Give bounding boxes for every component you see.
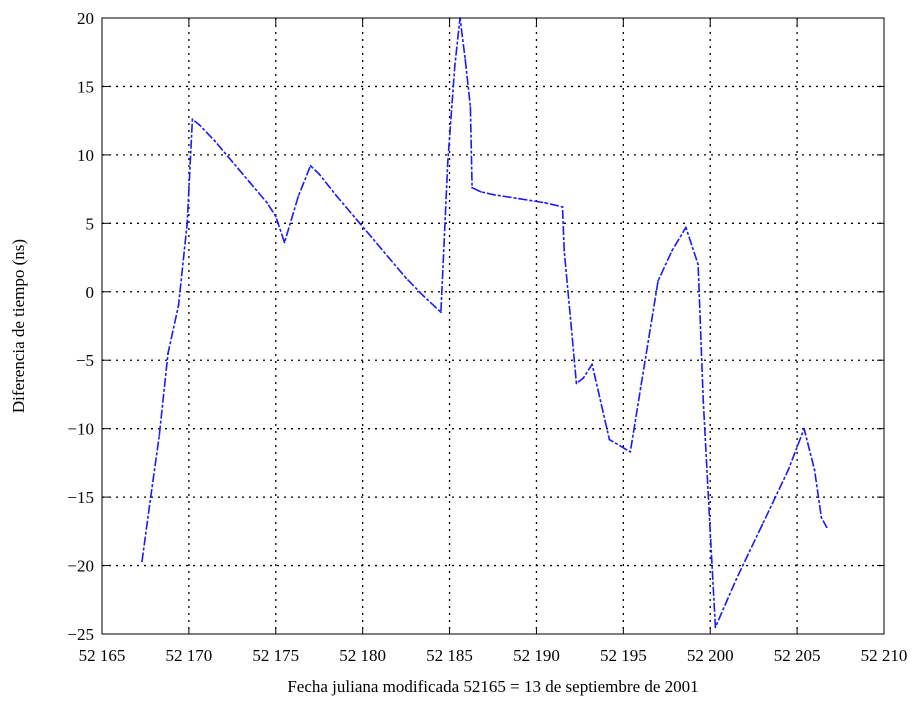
y-tick-label: 0 (86, 283, 95, 302)
data-point (469, 106, 472, 108)
data-point (446, 160, 449, 163)
data-point (464, 58, 467, 60)
data-point (563, 249, 566, 252)
y-tick-label: −5 (76, 351, 94, 370)
data-point (191, 118, 194, 121)
data-point (735, 578, 738, 581)
data-point (318, 173, 321, 176)
x-tick-label: 52 180 (339, 646, 386, 665)
x-tick-label: 52 195 (600, 646, 647, 665)
data-point (186, 222, 189, 225)
series-line (141, 17, 828, 629)
x-tick-label: 52 165 (79, 646, 126, 665)
data-point (453, 65, 456, 67)
data-point (274, 215, 277, 218)
data-point (685, 226, 687, 229)
data-point (405, 277, 407, 279)
data-point (387, 256, 390, 259)
data-point (787, 468, 790, 471)
data-point (471, 186, 473, 189)
data-point (214, 140, 216, 143)
data-point (141, 560, 143, 563)
data-point (422, 295, 425, 297)
data-point (370, 236, 373, 238)
x-tick-label: 52 185 (426, 646, 473, 665)
data-point (825, 526, 828, 529)
y-tick-label: −20 (67, 557, 94, 576)
data-point (167, 352, 169, 355)
x-tick-label: 52 170 (166, 646, 213, 665)
x-tick-label: 52 190 (513, 646, 560, 665)
data-point (479, 190, 482, 193)
data-point (231, 160, 234, 163)
x-tick-label: 52 205 (774, 646, 821, 665)
plot-area-frame (101, 17, 885, 635)
y-tick-label: 5 (86, 214, 95, 233)
data-point (657, 279, 659, 282)
data-point (820, 516, 823, 519)
data-point (570, 325, 573, 327)
x-tick-label: 52 200 (687, 646, 734, 665)
data-point (335, 195, 338, 197)
data-point (591, 363, 593, 366)
data-point (803, 427, 805, 430)
y-tick-label: 10 (77, 146, 94, 165)
data-point (518, 197, 520, 200)
data-point (702, 400, 705, 403)
data-point (309, 164, 312, 167)
y-tick-label: 15 (77, 77, 94, 96)
data-point (582, 377, 585, 379)
y-tick-label: 20 (77, 9, 94, 28)
data-point (158, 434, 161, 437)
data-point (709, 530, 712, 533)
data-point (177, 304, 180, 307)
y-axis-label: Diferencia de tiempo (ns) (9, 239, 28, 413)
data-point (492, 193, 494, 196)
data-point (198, 123, 201, 126)
data-point (266, 201, 268, 204)
y-tick-label: −10 (67, 420, 94, 439)
data-point (248, 181, 251, 184)
data-point (353, 215, 355, 218)
data-point (297, 195, 300, 197)
data-point (697, 263, 699, 266)
grid-lines (102, 18, 884, 634)
data-point (440, 311, 442, 314)
y-tick-label: −15 (67, 488, 94, 507)
data-point (671, 249, 673, 252)
data-point (561, 206, 564, 208)
y-tick-label: −25 (67, 625, 94, 644)
series-layer (141, 17, 828, 629)
data-point (639, 386, 642, 389)
data-point (714, 626, 717, 629)
data-point (149, 496, 152, 498)
data-point (629, 451, 632, 453)
data-point (608, 438, 611, 441)
data-point (761, 523, 764, 526)
x-tick-label: 52 210 (861, 646, 908, 665)
data-point (813, 468, 816, 471)
data-point (283, 241, 286, 244)
data-point (575, 382, 578, 385)
axis-ticks: 52 165 52 170 52 175 52 180 52 185 52 190 52 1… (67, 9, 907, 665)
x-tick-label: 52 175 (252, 646, 299, 665)
x-axis-label: Fecha juliana modificada 52165 = 13 de s… (287, 677, 698, 696)
data-point (544, 201, 546, 204)
